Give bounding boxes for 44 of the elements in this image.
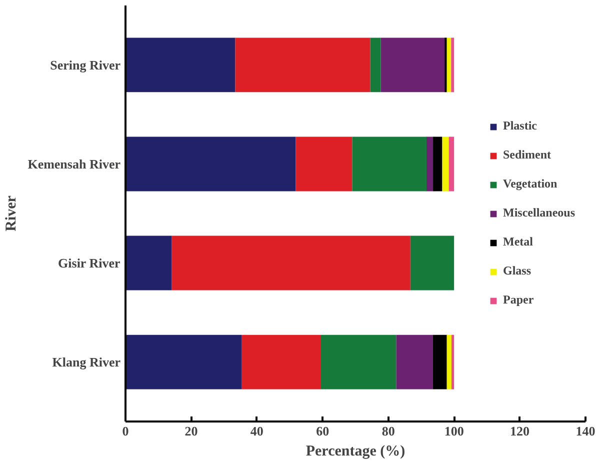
- bar: [370, 38, 381, 92]
- x-tick-label: 100: [444, 424, 464, 438]
- bar: [426, 136, 434, 192]
- bar: [126, 136, 296, 192]
- x-tick-label: 40: [250, 424, 264, 438]
- legend-label: Miscellaneous: [503, 206, 575, 220]
- y-axis-title: River: [4, 195, 20, 232]
- bar: [432, 334, 447, 390]
- bar: [446, 38, 452, 92]
- bar: [241, 334, 321, 390]
- x-axis-title: Percentage (%): [306, 444, 406, 460]
- legend-label: Metal: [503, 234, 533, 250]
- bar: [172, 236, 410, 290]
- legend-label: Paper: [503, 292, 534, 308]
- bar: [296, 136, 352, 192]
- bar: [410, 236, 454, 290]
- bar: [448, 136, 454, 192]
- y-tick-label: Kemensah River: [28, 156, 121, 172]
- x-tick-label: 60: [316, 424, 330, 438]
- bar: [235, 38, 370, 92]
- bar: [126, 236, 172, 290]
- bar: [446, 334, 452, 390]
- bar: [451, 38, 454, 92]
- y-tick-label: Klang River: [52, 354, 121, 370]
- y-tick-label: Gisir River: [58, 256, 120, 271]
- x-tick-label: 120: [510, 424, 530, 438]
- legend-label: Plastic: [503, 118, 537, 134]
- x-tick-label: 80: [382, 424, 395, 438]
- bar: [352, 136, 426, 192]
- bar: [451, 334, 454, 390]
- legend-label: Sediment: [503, 148, 551, 162]
- bar: [433, 136, 442, 192]
- legend-label: Vegetation: [503, 176, 558, 192]
- y-tick-label: Sering River: [50, 57, 121, 72]
- x-tick-label: 140: [576, 424, 596, 438]
- x-tick-label: 20: [184, 424, 198, 438]
- bar: [126, 38, 236, 92]
- bar: [380, 38, 445, 92]
- legend-label: Glass: [503, 264, 532, 278]
- bar: [321, 334, 396, 390]
- bar: [442, 136, 449, 192]
- bar: [396, 334, 433, 390]
- bar: [126, 334, 242, 390]
- x-tick-label: 0: [122, 424, 129, 438]
